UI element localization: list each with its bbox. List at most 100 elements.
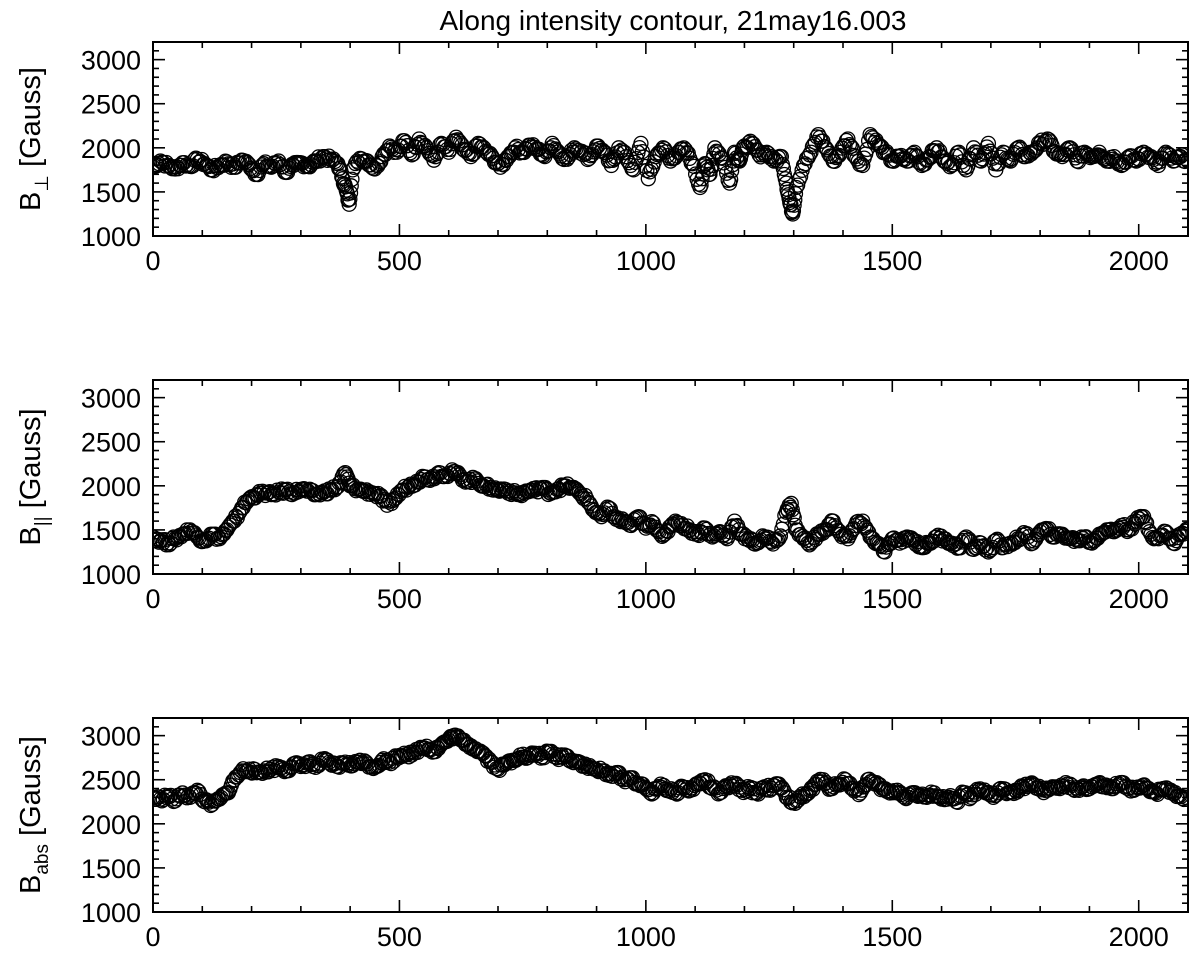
y-tick-label: 2500 — [81, 766, 141, 796]
data-point — [521, 747, 537, 763]
x-tick-label: 2000 — [1109, 584, 1169, 614]
data-point — [769, 776, 786, 792]
y-tick-label: 1000 — [81, 898, 141, 928]
data-point — [214, 527, 231, 543]
b-perp-axis-label: B⊥ [Gauss] — [15, 67, 53, 211]
data-point — [706, 528, 722, 544]
data-point — [489, 156, 506, 172]
b-abs-axis-label: Babs [Gauss] — [15, 736, 53, 894]
data-point — [266, 486, 282, 502]
data-point — [817, 776, 833, 792]
y-tick-label: 1500 — [81, 516, 141, 546]
x-tick-label: 0 — [145, 922, 160, 952]
data-point — [655, 527, 672, 543]
data-point — [449, 132, 466, 148]
data-point — [1177, 523, 1188, 539]
data-point — [801, 537, 818, 553]
data-point — [472, 743, 488, 759]
data-point — [1175, 526, 1188, 542]
data-point — [771, 531, 787, 547]
data-point — [696, 158, 712, 174]
data-point — [166, 529, 182, 545]
data-point — [355, 483, 372, 500]
data-point — [1107, 153, 1124, 169]
data-points — [153, 462, 1188, 560]
data-point — [1053, 777, 1069, 793]
data-point — [693, 177, 709, 193]
data-point — [279, 481, 296, 497]
data-point — [743, 531, 759, 547]
y-tick-label: 2500 — [81, 428, 141, 458]
x-tick-label: 500 — [377, 246, 422, 276]
data-point — [998, 150, 1014, 166]
x-tick-label: 500 — [377, 584, 422, 614]
data-point — [343, 178, 359, 194]
data-point — [517, 140, 534, 157]
x-tick-label: 1500 — [862, 246, 922, 276]
x-tick-label: 2000 — [1109, 922, 1169, 952]
data-point — [550, 481, 567, 497]
b-perp-panel: 0 500 1000 1500 2000 1000 1500 2000 2500 3000 B⊥ [… — [15, 41, 1189, 276]
data-point — [238, 495, 254, 511]
data-point — [800, 150, 816, 166]
data-point — [844, 140, 861, 156]
data-point — [368, 157, 384, 173]
data-point — [843, 138, 859, 154]
data-point — [706, 146, 722, 162]
x-tick-label: 1000 — [616, 922, 676, 952]
data-point — [871, 536, 887, 552]
data-point — [815, 133, 831, 149]
y-label-subscript: ⊥ — [32, 175, 53, 192]
data-point — [786, 197, 802, 213]
y-tick-label: 3000 — [81, 722, 141, 752]
data-point — [841, 136, 858, 153]
data-point — [364, 759, 380, 775]
data-point — [487, 480, 503, 496]
y-label-unit: [Gauss] — [15, 736, 47, 844]
data-point — [288, 481, 305, 498]
data-point — [1134, 509, 1150, 526]
data-point — [242, 764, 259, 780]
data-point — [1180, 522, 1188, 538]
data-point — [722, 171, 739, 188]
data-point — [859, 522, 875, 538]
data-point — [1137, 514, 1153, 530]
data-point — [1176, 791, 1188, 808]
data-point — [886, 782, 902, 799]
data-point — [742, 133, 758, 149]
data-point — [772, 148, 788, 165]
data-point — [220, 156, 237, 172]
data-point — [1178, 151, 1188, 168]
data-point — [821, 145, 837, 162]
data-point — [576, 758, 592, 774]
x-tick-label: 2000 — [1109, 246, 1169, 276]
data-point — [935, 788, 951, 805]
y-tick-label: 3000 — [81, 384, 141, 414]
data-point — [506, 483, 522, 499]
data-point — [316, 149, 333, 165]
y-label-subscript: || — [32, 516, 53, 526]
data-point — [1124, 779, 1140, 795]
x-tick-label: 1000 — [616, 584, 676, 614]
data-point — [1174, 790, 1188, 807]
data-point — [1065, 781, 1081, 797]
data-point — [769, 532, 786, 548]
x-tick-label: 1500 — [862, 584, 922, 614]
data-point — [737, 781, 753, 797]
y-label-symbol: B — [15, 526, 47, 545]
data-point — [617, 774, 633, 790]
data-point — [417, 469, 434, 485]
data-point — [631, 139, 648, 156]
b-parallel-axis-label: B|| [Gauss] — [15, 408, 53, 545]
data-point — [334, 169, 350, 185]
data-points — [153, 727, 1188, 814]
x-tick-label: 1000 — [616, 246, 676, 276]
data-point — [1138, 515, 1155, 531]
data-point — [153, 789, 161, 806]
y-label-subscript: abs — [32, 844, 53, 875]
data-point — [752, 782, 768, 798]
data-point — [790, 177, 806, 193]
data-point — [954, 534, 970, 550]
b-abs-panel: 0 500 1000 1500 2000 1000 1500 2000 2500 3000 Babs… — [15, 717, 1189, 952]
data-point — [846, 783, 862, 799]
